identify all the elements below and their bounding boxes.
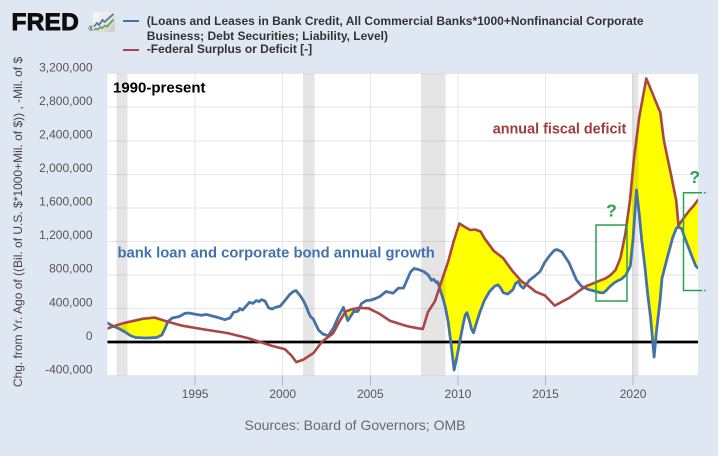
svg-text:1,600,000: 1,600,000 bbox=[39, 195, 93, 209]
svg-text:3,200,000: 3,200,000 bbox=[39, 61, 93, 75]
svg-text:800,000: 800,000 bbox=[49, 262, 93, 276]
svg-text:2020: 2020 bbox=[620, 387, 647, 401]
svg-text:2,000,000: 2,000,000 bbox=[39, 161, 93, 175]
svg-text:2000: 2000 bbox=[269, 387, 296, 401]
svg-text:0: 0 bbox=[86, 329, 93, 343]
svg-text:2005: 2005 bbox=[357, 387, 384, 401]
svg-text:bank loan and corporate bond a: bank loan and corporate bond annual grow… bbox=[118, 245, 435, 261]
svg-text:Chg. from Yr. Ago of ((Bil. of: Chg. from Yr. Ago of ((Bil. of U.S. $*10… bbox=[11, 57, 25, 388]
svg-text:400,000: 400,000 bbox=[49, 295, 93, 309]
svg-text:?: ? bbox=[606, 201, 617, 221]
svg-text:1,200,000: 1,200,000 bbox=[39, 228, 93, 242]
svg-text:?: ? bbox=[689, 167, 700, 187]
svg-text:2010: 2010 bbox=[445, 387, 472, 401]
svg-text:annual fiscal deficit: annual fiscal deficit bbox=[493, 122, 627, 138]
svg-text:1990-present: 1990-present bbox=[113, 80, 206, 97]
svg-text:1995: 1995 bbox=[182, 387, 209, 401]
svg-text:2,800,000: 2,800,000 bbox=[39, 94, 93, 108]
svg-text:-400,000: -400,000 bbox=[45, 362, 93, 376]
svg-text:2015: 2015 bbox=[532, 387, 559, 401]
svg-text:2,400,000: 2,400,000 bbox=[39, 128, 93, 142]
svg-text:Sources: Board of Governors; O: Sources: Board of Governors; OMB bbox=[245, 417, 466, 433]
